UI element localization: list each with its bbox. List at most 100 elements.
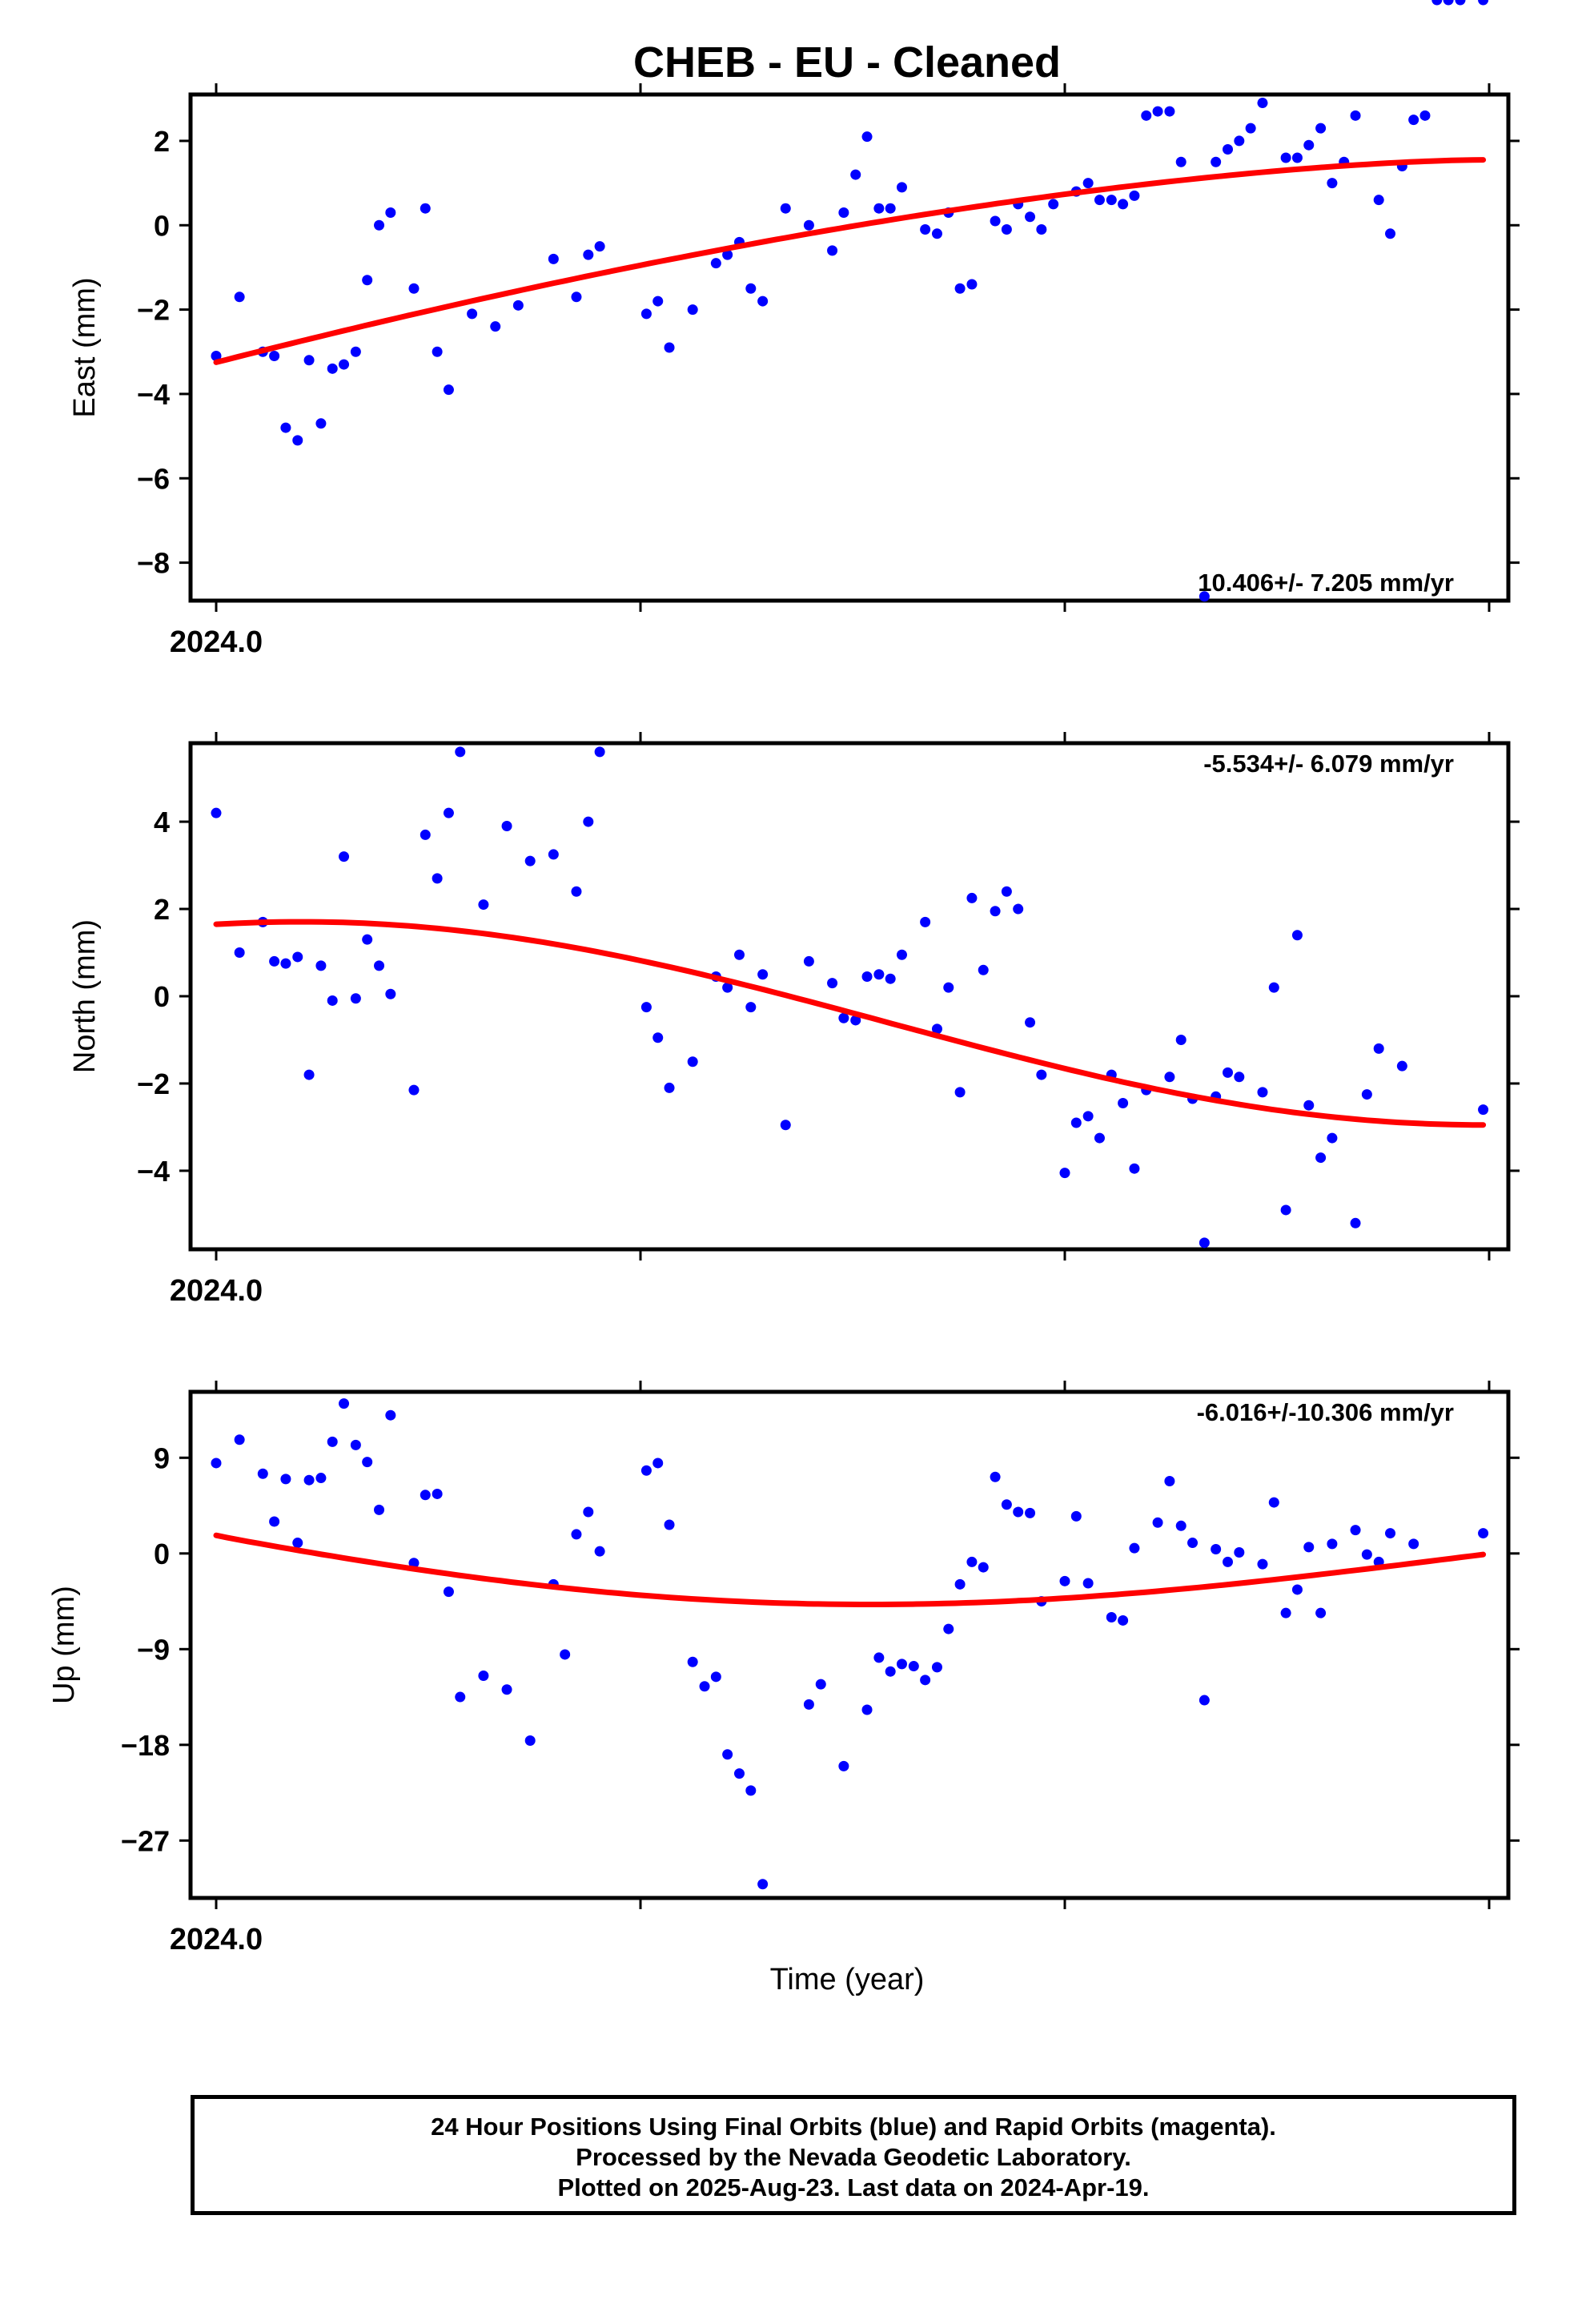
data-point [327,995,338,1006]
data-point [501,821,512,832]
data-point [583,249,594,260]
data-point [1082,178,1094,189]
data-point [234,292,245,303]
data-point [594,1546,605,1557]
data-point [780,203,791,214]
data-point [1211,156,1222,167]
data-point [652,1032,664,1043]
data-point [327,363,338,374]
data-point [420,203,431,214]
y-tick-label: 0 [154,980,170,1013]
data-point [1070,1117,1082,1128]
data-point [931,228,942,239]
data-point [1280,1607,1291,1618]
data-point [803,1699,814,1710]
data-point [1025,1507,1036,1518]
data-point [1082,1111,1094,1122]
data-point [920,224,931,235]
data-point [1327,1538,1338,1550]
data-point [1164,1476,1175,1487]
data-point [1001,224,1012,235]
data-point [710,258,721,269]
data-point [873,969,885,980]
data-point [873,203,885,214]
x-tick-label: 2024.0 [170,625,263,659]
data-point [850,169,861,180]
data-point [339,1398,350,1409]
data-point [548,849,559,860]
data-point [1118,1614,1129,1626]
data-point [1291,1584,1303,1595]
data-point [827,978,838,989]
data-point [1152,1517,1163,1528]
data-point [896,182,907,193]
data-point [1175,156,1186,167]
data-point [990,215,1001,227]
data-point [978,1562,989,1573]
data-point [733,1768,745,1779]
data-point [1327,178,1338,189]
data-point [687,1056,698,1068]
data-point [1094,195,1105,206]
data-point [234,947,245,959]
data-point [280,958,291,969]
data-point [1036,224,1047,235]
data-point [1257,1558,1268,1570]
data-point [722,982,733,993]
data-point [292,435,303,446]
footer-box: 24 Hour Positions Using Final Orbits (bl… [191,2095,1516,2215]
data-point [1245,123,1256,134]
data-point [408,1558,420,1569]
data-point [1175,1034,1186,1045]
y-tick-label: −2 [137,1068,170,1100]
data-point [501,1684,512,1695]
data-point [1268,982,1279,993]
data-point [1129,1542,1140,1554]
y-tick-label: −4 [137,1155,170,1188]
data-point [1431,0,1443,6]
data-point [1315,1607,1327,1618]
data-point [1048,199,1059,210]
data-point [745,1002,757,1013]
data-point [350,993,361,1004]
data-point [478,899,489,911]
data-point [478,1671,489,1682]
data-point [885,203,896,214]
data-point [954,1087,966,1098]
data-point [408,283,420,294]
y-tick-label: −2 [137,294,170,327]
data-point [571,886,582,897]
data-point [803,955,814,967]
data-point [1094,1132,1105,1144]
data-point [780,1120,791,1131]
data-point [571,1529,582,1540]
y-tick-label: 0 [154,1538,170,1570]
data-point [954,1578,966,1590]
data-point [990,1471,1001,1482]
data-point [1350,110,1361,121]
data-point [432,1488,443,1499]
data-point [733,949,745,960]
data-point [1350,1525,1361,1536]
data-point [966,279,978,290]
data-point [838,1760,849,1771]
data-point [966,1556,978,1567]
data-point [838,207,849,218]
data-point [571,292,582,303]
data-point [757,296,769,307]
data-point [1025,1017,1036,1028]
data-point [1408,1538,1419,1550]
data-point [1396,1060,1407,1072]
data-point [1082,1578,1094,1589]
data-point [861,131,873,143]
data-point [1152,106,1163,117]
data-point [652,1458,664,1469]
data-point [722,1749,733,1760]
data-point [664,1082,675,1093]
data-point [861,971,873,982]
data-point [303,1474,315,1486]
x-tick-label: 2024.0 [170,1923,263,1956]
data-point [467,308,478,320]
data-point [455,1691,466,1703]
data-point [699,1681,710,1692]
